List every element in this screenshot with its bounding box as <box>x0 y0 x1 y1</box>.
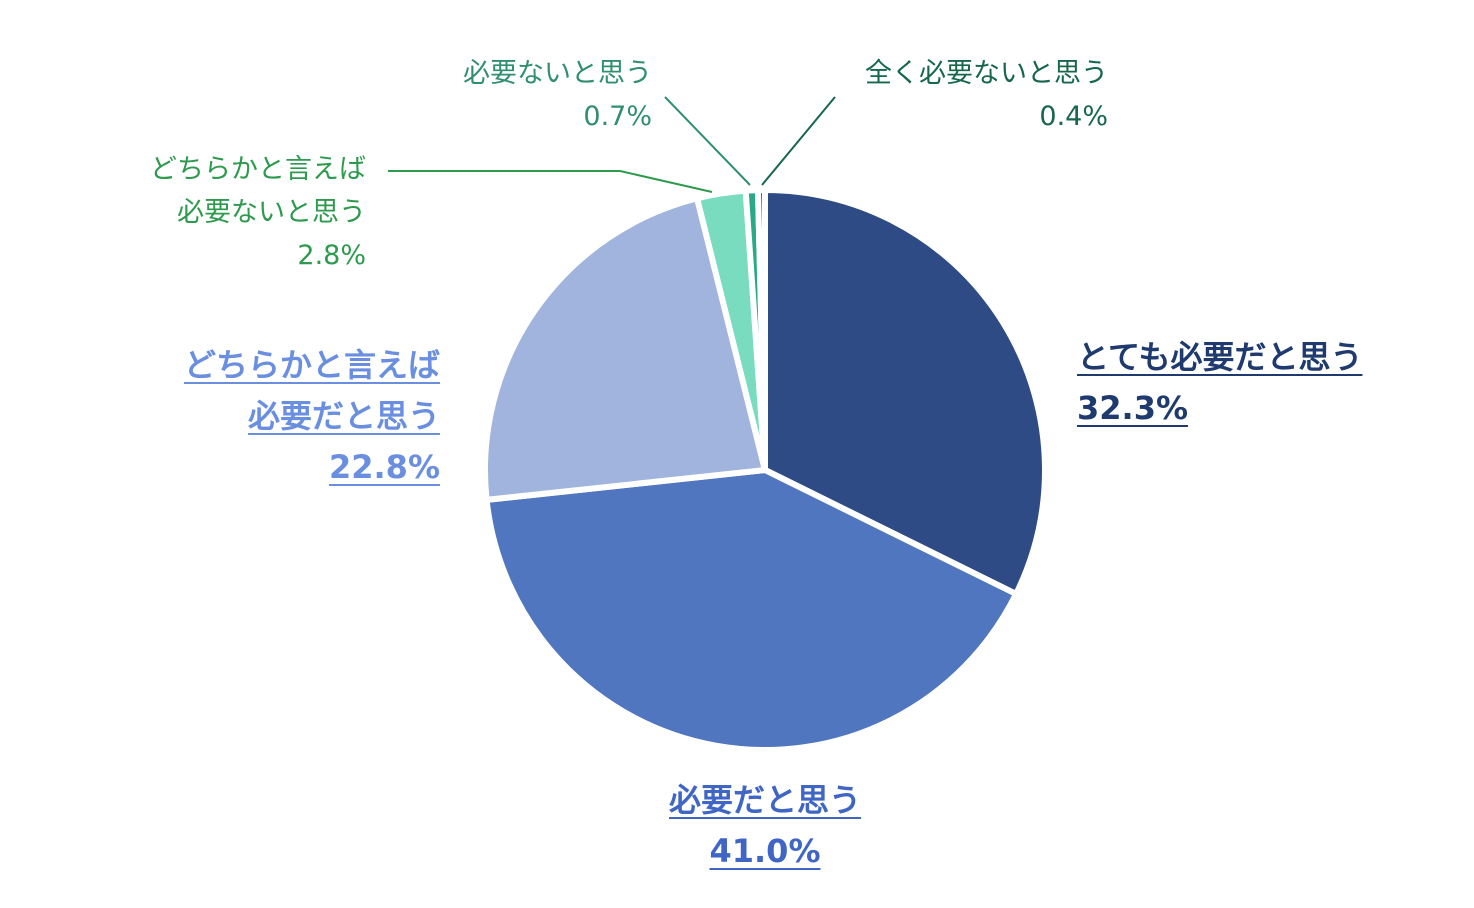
value-label: 0.4% <box>1039 101 1108 133</box>
value-label: 22.8% <box>328 448 440 487</box>
leader-line <box>388 170 713 193</box>
slice-label: 全く必要ないと思う 0.4% <box>865 52 1108 138</box>
pie-slice <box>754 186 768 473</box>
category-label: 必要だと思う <box>668 781 862 819</box>
value-label: 32.3% <box>1077 389 1189 428</box>
value-label: 41.0% <box>709 832 821 871</box>
leader-line <box>664 96 751 186</box>
slice-label: どちらかと言えば 必要だと思う 22.8% <box>184 340 440 494</box>
leader-line <box>761 96 836 186</box>
slice-label: 必要ないと思う 0.7% <box>463 52 652 138</box>
category-label: 必要ないと思う <box>463 58 652 89</box>
pie-slice <box>482 195 768 503</box>
slice-label: どちらかと言えば 必要ないと思う 2.8% <box>150 148 366 278</box>
slice-label: 必要だと思う 41.0% <box>669 775 861 877</box>
category-label: どちらかと言えば 必要ないと思う <box>150 154 366 229</box>
pie-slice <box>762 187 1048 597</box>
pie-slice <box>483 467 1020 753</box>
category-label: とても必要だと思う <box>1077 338 1363 376</box>
category-label: 全く必要ないと思う <box>865 58 1108 89</box>
slice-label: とても必要だと思う 32.3% <box>1077 332 1362 434</box>
category-label: どちらかと言えば 必要だと思う <box>183 346 440 436</box>
value-label: 2.8% <box>297 240 366 272</box>
value-label: 0.7% <box>583 101 652 133</box>
